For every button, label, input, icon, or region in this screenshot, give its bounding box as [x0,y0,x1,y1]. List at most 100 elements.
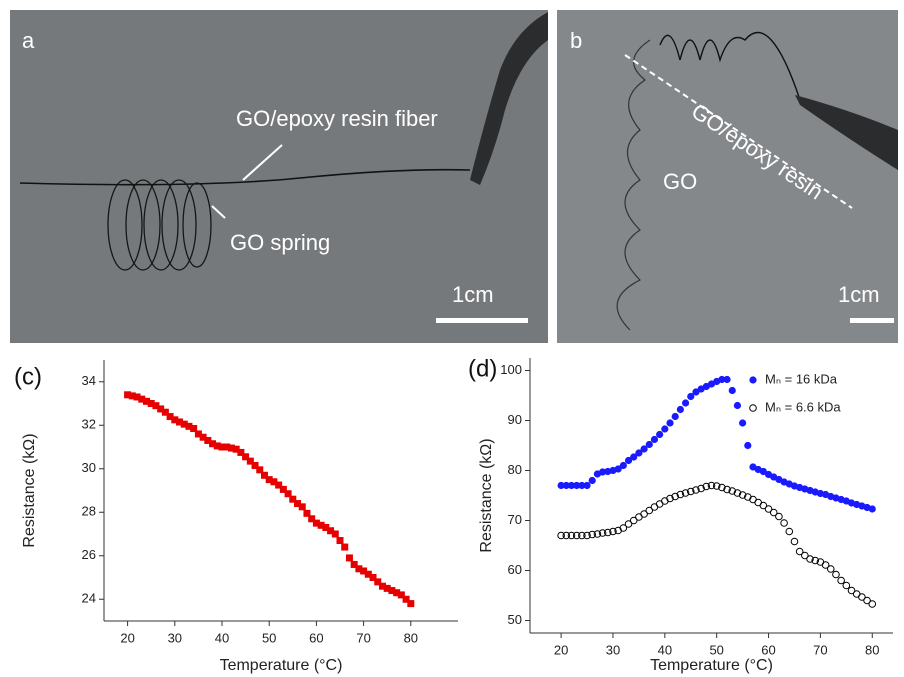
marker [572,531,581,540]
marker [407,600,415,608]
annotation: GO [663,169,697,194]
marker [785,527,794,536]
marker [728,487,737,495]
marker [369,574,377,581]
marker [744,441,752,450]
marker [270,478,278,486]
arrow [242,144,283,181]
marker [317,521,325,529]
marker [739,419,747,427]
marker [138,395,146,403]
marker [837,576,845,585]
marker [298,503,306,511]
marker [718,375,726,384]
x-tick-label: 70 [813,642,827,657]
marker [161,408,169,416]
marker [567,531,576,540]
x-tick-label: 70 [356,630,370,645]
marker [275,481,283,489]
y-tick-label: 34 [82,373,96,388]
legend-marker [749,404,757,412]
marker [345,554,353,562]
marker [821,561,830,569]
x-tick-label: 50 [262,630,276,645]
marker [166,413,174,421]
marker [676,405,684,414]
marker [393,589,401,597]
panel-label: a [22,28,35,53]
y-tick-label: 60 [508,562,522,577]
marker [232,445,240,453]
marker [671,412,679,421]
marker [858,593,866,601]
marker [397,591,405,599]
x-tick-label: 20 [554,642,568,657]
marker [863,596,871,605]
marker [676,490,685,499]
marker [213,442,221,450]
marker [681,489,690,497]
legend-marker [749,376,757,384]
marker [666,419,674,427]
marker [256,466,264,474]
marker [218,443,226,451]
marker [738,491,747,499]
marker [712,482,721,490]
scale-label: 1cm [838,282,880,307]
spring [107,179,212,271]
marker [185,422,193,430]
marker [868,505,876,513]
scale-bar [850,318,894,323]
marker [378,582,386,590]
marker [303,509,311,517]
scale-bar [436,318,528,323]
marker [718,483,726,492]
marker [583,481,591,490]
marker [578,481,586,490]
marker [686,487,695,496]
marker [180,420,188,428]
marker [723,485,731,494]
marker [190,425,198,433]
marker [806,555,814,563]
marker [322,523,330,531]
marker [355,565,363,573]
y-axis-label: Resistance (kΩ) [21,433,38,547]
marker [312,519,320,527]
marker [199,433,207,441]
marker [702,482,711,491]
marker [336,537,344,545]
marker [723,375,731,384]
marker [557,531,565,540]
marker [661,425,669,433]
y-tick-label: 28 [82,504,96,519]
marker [635,449,643,457]
x-tick-label: 30 [168,630,182,645]
y-tick-label: 26 [82,547,96,562]
tweezers [795,95,898,170]
marker [868,600,877,608]
marker [624,456,633,465]
marker [402,595,410,603]
marker [176,418,184,426]
marker [681,399,690,407]
marker [769,508,778,517]
marker [733,489,742,497]
x-tick-label: 30 [606,642,620,657]
fiber [659,31,801,101]
marker [619,461,627,470]
marker [656,430,664,439]
y-tick-label: 24 [82,591,96,606]
marker [374,578,382,586]
marker [764,505,773,513]
marker [588,530,597,539]
marker [171,416,179,424]
marker [588,476,596,485]
marker [331,530,339,538]
marker [142,397,150,405]
marker [733,401,742,410]
marker [279,485,287,493]
y-tick-label: 90 [508,412,522,427]
marker [759,501,768,510]
